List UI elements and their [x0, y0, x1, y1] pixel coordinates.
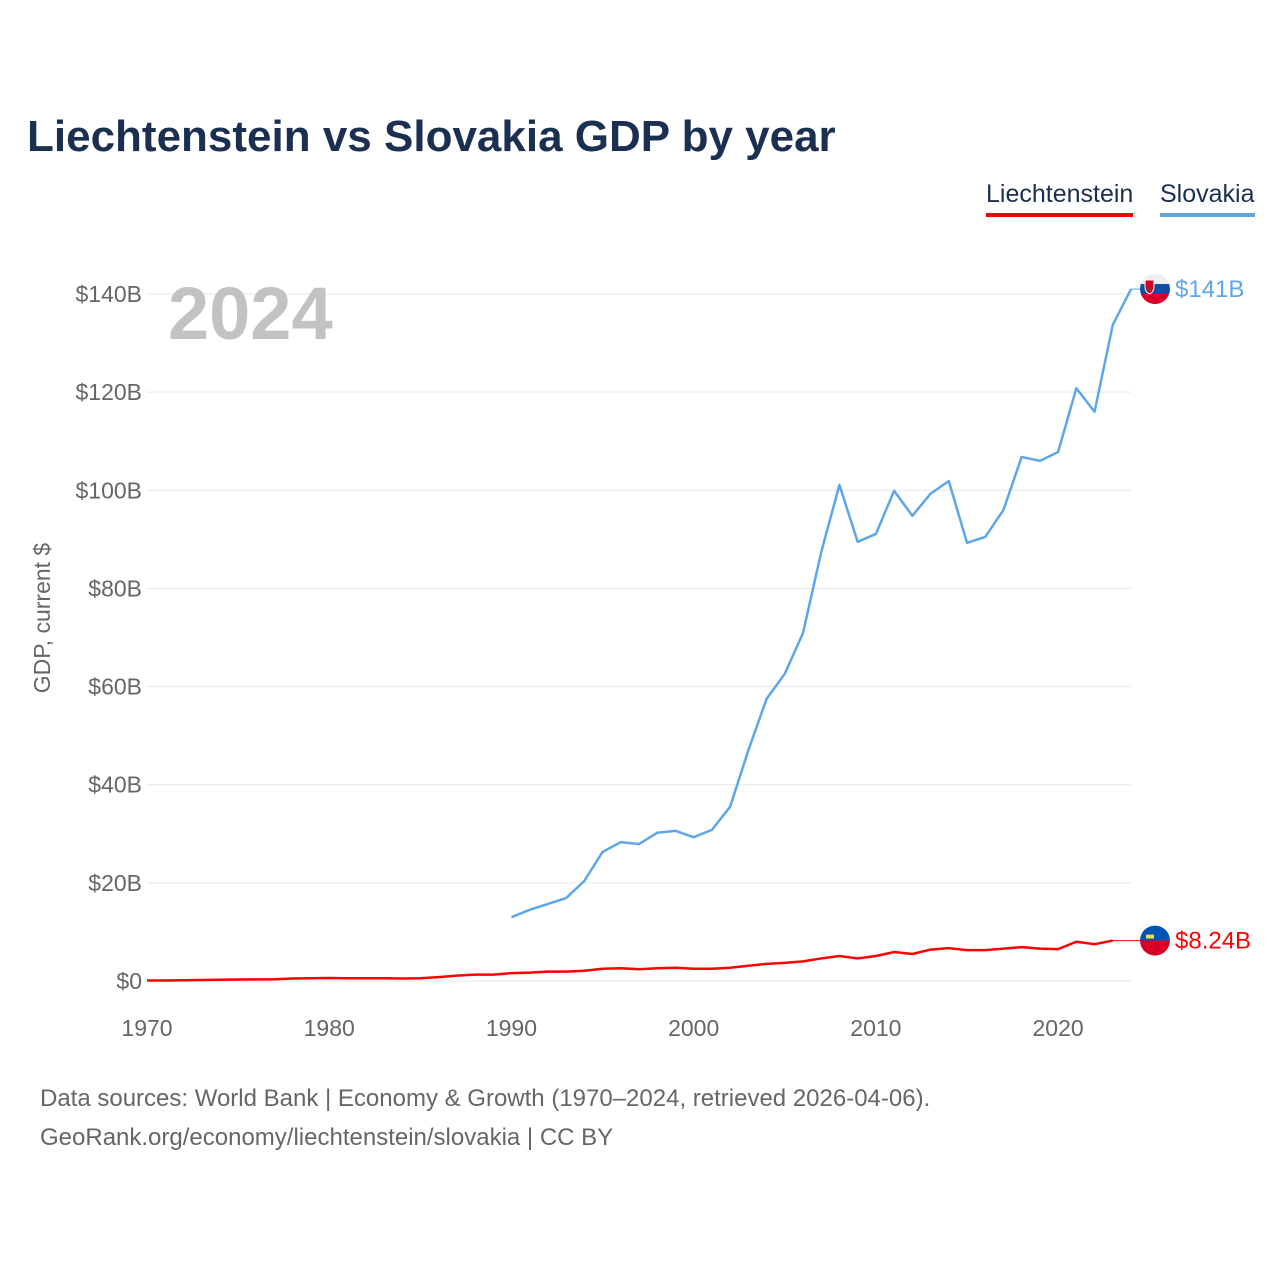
liechtenstein-flag-icon [1140, 925, 1170, 956]
flag-stripe [1140, 294, 1170, 304]
y-tick-label: $0 [116, 968, 142, 994]
end-value-label: $141B [1175, 276, 1244, 303]
chart-title: Liechtenstein vs Slovakia GDP by year [27, 112, 836, 161]
flag-body [1140, 925, 1170, 956]
end-value-label: $8.24B [1175, 928, 1251, 955]
x-tick-label: 2010 [850, 1015, 901, 1041]
y-tick-label: $20B [88, 870, 142, 896]
flag-stripe [1140, 925, 1170, 941]
legend-liechtenstein[interactable]: Liechtenstein [986, 180, 1134, 217]
y-tick-label: $80B [88, 575, 142, 601]
y-tick-label: $40B [88, 772, 142, 798]
x-tick-label: 2000 [668, 1015, 719, 1041]
flag-stripe [1140, 284, 1170, 294]
flag-crown [1146, 934, 1154, 939]
flag-stripe [1140, 274, 1170, 284]
x-tick-label: 1970 [121, 1015, 172, 1041]
y-tick-label: $140B [75, 281, 142, 307]
credit-link[interactable]: GeoRank.org/economy/liechtenstein/slovak… [40, 1124, 614, 1151]
slovakia-flag-icon [1140, 274, 1170, 304]
y-tick-label: $100B [75, 477, 142, 503]
x-tick-label: 1980 [304, 1015, 355, 1041]
x-tick-label: 2020 [1033, 1015, 1084, 1041]
x-tick-label: 1990 [486, 1015, 537, 1041]
series-line-slovakia [510, 288, 1133, 919]
legend-slovakia[interactable]: Slovakia [1160, 180, 1255, 217]
source-note: Data sources: World Bank | Economy & Gro… [40, 1085, 931, 1112]
y-tick-label: $120B [75, 379, 142, 405]
y-axis-label: GDP, current $ [29, 543, 55, 694]
y-tick-label: $60B [88, 674, 142, 700]
year-watermark: 2024 [168, 272, 333, 355]
flag-shield [1144, 279, 1155, 295]
series-line-liechtenstein [147, 939, 1114, 982]
flag-stripe [1140, 940, 1170, 956]
flag-body [1140, 274, 1170, 304]
